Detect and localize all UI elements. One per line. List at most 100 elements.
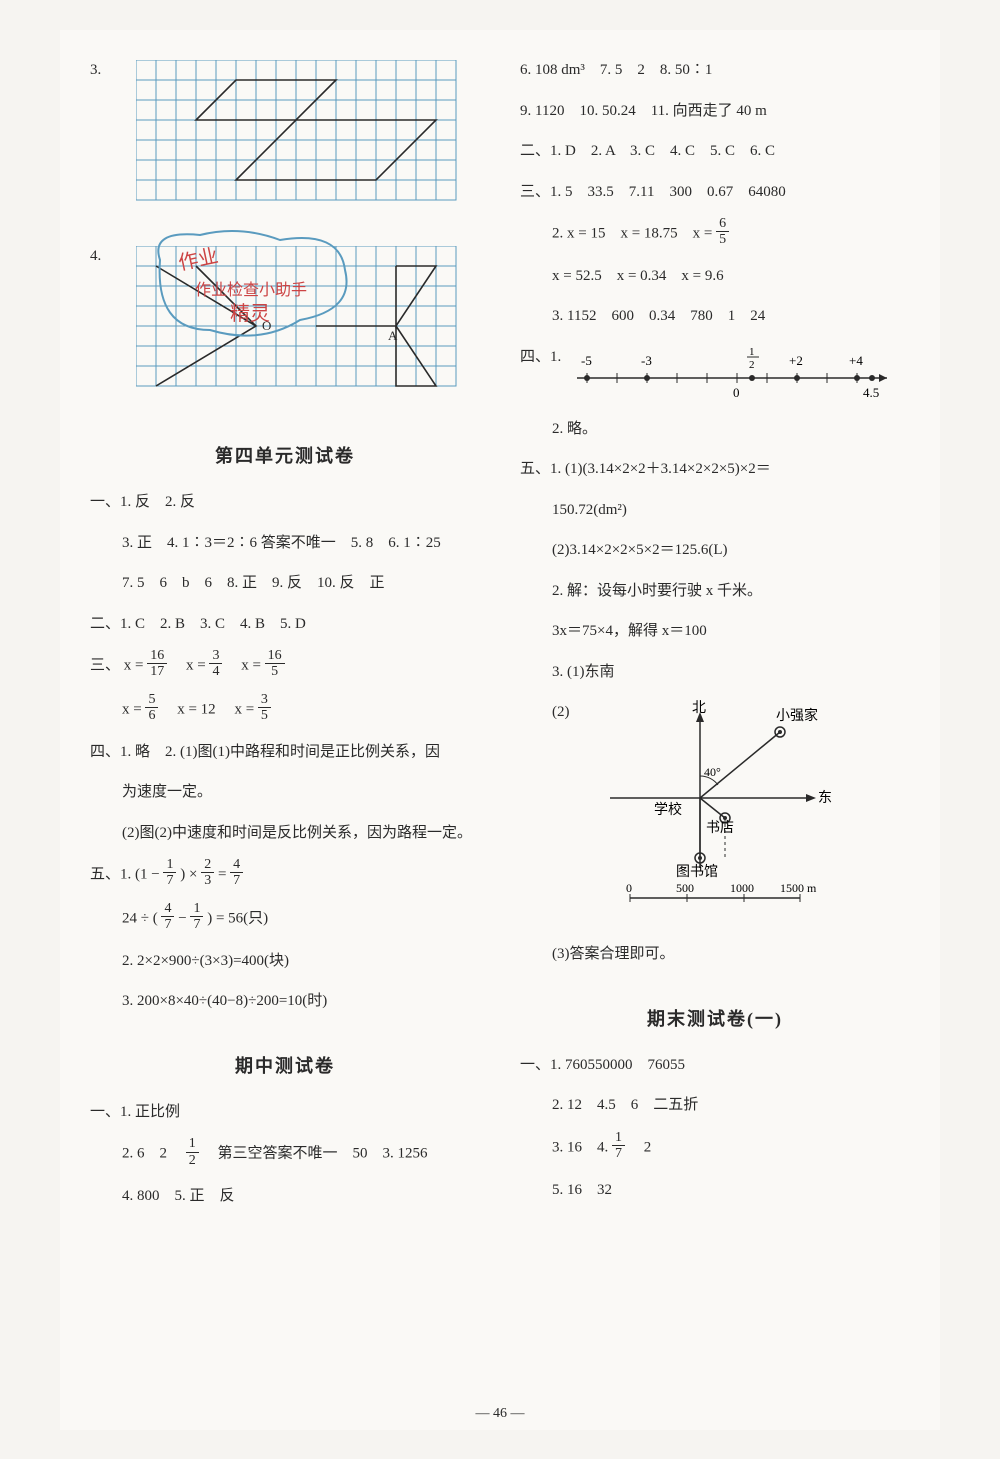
u4-s4b: 为速度一定。 — [90, 778, 480, 807]
frac-f3: 17 — [612, 1130, 625, 1162]
north-label: 北 — [692, 700, 706, 716]
f3a: 3. 16 4. — [552, 1139, 612, 1155]
svg-text:2: 2 — [749, 359, 755, 371]
number-line: -5 -3 0 1 2 +2 +4 4.5 — [567, 343, 907, 403]
mid-l2: 2. 6 2 12 第三空答案不唯一 50 3. 1256 — [90, 1138, 480, 1170]
r15: (2) — [552, 698, 570, 727]
bookstore-label: 书店 — [706, 820, 734, 836]
frac-m2: 12 — [186, 1136, 199, 1168]
f4: 5. 16 32 — [520, 1176, 910, 1205]
u4-s3-line1: 三、 x = 1617 x = 34 x = 165 — [90, 650, 480, 682]
svg-text:1: 1 — [749, 346, 755, 358]
svg-text:-3: -3 — [641, 353, 652, 368]
s5e2a: 24 ÷ ( — [122, 910, 158, 926]
u4-s5-l2: 24 ÷ ( 47 − 17 ) = 56(只) — [90, 903, 480, 935]
r5: 2. x = 15 x = 18.75 x = 65 — [520, 218, 910, 250]
title-unit4: 第四单元测试卷 — [90, 442, 480, 468]
s3a-pre: x = — [124, 657, 144, 673]
r2: 9. 1120 10. 50.24 11. 向西走了 40 m — [520, 97, 910, 126]
frac-s3b: 34 — [209, 648, 222, 680]
fig4-label: 4. — [90, 242, 108, 271]
frac-s3f: 35 — [258, 692, 271, 724]
frac-s3d: 56 — [145, 692, 158, 724]
frac-s3c: 165 — [265, 648, 285, 680]
f2: 2. 12 4.5 6 二五折 — [520, 1091, 910, 1120]
r5a: 2. x = 15 x = 18.75 x = — [552, 225, 712, 241]
svg-text:4.5: 4.5 — [863, 385, 879, 400]
u4-s5-l3: 2. 2×2×900÷(3×3)=400(块) — [90, 947, 480, 976]
u4-s5-l1: 五、1. (1 − 17 ) × 23 = 47 — [90, 859, 480, 891]
u4-s3-line2: x = 56 x = 12 x = 35 — [90, 694, 480, 726]
r8-numline: 四、1. -5 -3 0 1 — [520, 343, 910, 403]
f3: 3. 16 4. 17 2 — [520, 1132, 910, 1164]
r1: 6. 108 dm³ 7. 5 2 8. 50∶1 — [520, 56, 910, 85]
s3b-pre: x = — [186, 657, 206, 673]
frac-r5: 65 — [716, 216, 729, 248]
r3: 二、1. D 2. A 3. C 4. C 5. C 6. C — [520, 137, 910, 166]
s3f-pre: x = — [234, 701, 254, 717]
svg-text:1000: 1000 — [730, 881, 754, 895]
title-midterm: 期中测试卷 — [90, 1052, 480, 1078]
east-label: 东 — [818, 790, 832, 806]
r9: 2. 略。 — [520, 415, 910, 444]
frac-s5e1b: 23 — [201, 857, 214, 889]
grid-figure-3 — [136, 60, 476, 220]
svg-text:0: 0 — [626, 881, 632, 895]
school-label: 学校 — [654, 801, 682, 818]
m2b: 第三空答案不唯一 50 3. 1256 — [203, 1145, 428, 1161]
library-label: 图书馆 — [676, 864, 718, 880]
qiangjia-label: 小强家 — [776, 707, 818, 724]
angle-label: 40° — [704, 765, 721, 779]
u4-s2: 二、1. C 2. B 3. C 4. B 5. D — [90, 610, 480, 639]
r4: 三、1. 5 33.5 7.11 300 0.67 64080 — [520, 178, 910, 207]
u4-s4a: 四、1. 略 2. (1)图(1)中路程和时间是正比例关系，因 — [90, 738, 480, 767]
s3e: x = 12 — [177, 701, 215, 717]
r6: x = 52.5 x = 0.34 x = 9.6 — [520, 262, 910, 291]
grid-figure-4: O A — [136, 246, 476, 406]
f1: 一、1. 760550000 76055 — [520, 1051, 910, 1080]
pointA: A — [388, 328, 398, 343]
svg-text:+4: +4 — [849, 353, 863, 368]
r10b: 150.72(dm²) — [520, 496, 910, 525]
direction-diagram: 北 东 学校 小强家 40° 书店 图书馆 — [580, 698, 840, 928]
figure-3: 3. — [90, 56, 480, 230]
u4-s1-l2: 3. 正 4. 1∶3＝2∶6 答案不唯一 5. 8 6. 1∶25 — [90, 529, 480, 558]
r8: 四、1. — [520, 343, 561, 372]
pointO: O — [262, 318, 271, 333]
figure-4: 4. O — [90, 242, 480, 416]
u4-s4c: (2)图(2)中速度和时间是反比例关系，因为路程一定。 — [90, 819, 480, 848]
frac-s3a: 1617 — [147, 648, 167, 680]
r11: (2)3.14×2×2×5×2＝125.6(L) — [520, 536, 910, 565]
mid-l1: 一、1. 正比例 — [90, 1098, 480, 1127]
left-column: 3. 4. — [90, 50, 480, 1420]
r14: 3. (1)东南 — [520, 658, 910, 687]
s5-prefix: 五、1. — [90, 866, 131, 882]
s5e2c: ) = 56(只) — [207, 910, 268, 926]
s3d-pre: x = — [122, 701, 142, 717]
svg-text:1500 m: 1500 m — [780, 881, 817, 895]
u4-s1-l1: 一、1. 反 2. 反 — [90, 488, 480, 517]
r7: 3. 1152 600 0.34 780 1 24 — [520, 302, 910, 331]
frac-s5e1c: 47 — [230, 857, 243, 889]
r13: 3x＝75×4，解得 x＝100 — [520, 617, 910, 646]
s3c-pre: x = — [241, 657, 261, 673]
u4-s5-l4: 3. 200×8×40÷(40−8)÷200=10(时) — [90, 987, 480, 1016]
f3b: 2 — [629, 1139, 652, 1155]
s3-prefix: 三、 — [90, 657, 120, 673]
frac-s5e2a: 47 — [161, 901, 174, 933]
svg-text:-5: -5 — [581, 353, 592, 368]
u4-s1-l3: 7. 5 6 b 6 8. 正 9. 反 10. 反 正 — [90, 569, 480, 598]
s5e1b: ) × — [180, 866, 197, 882]
title-final1: 期末测试卷(一) — [520, 1005, 910, 1031]
frac-s5e2b: 17 — [190, 901, 203, 933]
s5e1c: = — [218, 866, 226, 882]
fig3-label: 3. — [90, 56, 108, 85]
m2a: 2. 6 2 — [122, 1145, 182, 1161]
r15-diagram: (2) 北 东 学校 小强家 40° — [520, 698, 910, 928]
page-number: — 46 — — [60, 1406, 940, 1422]
right-column: 6. 108 dm³ 7. 5 2 8. 50∶1 9. 1120 10. 50… — [520, 50, 910, 1420]
r16: (3)答案合理即可。 — [520, 940, 910, 969]
s5e2b: − — [178, 910, 190, 926]
svg-text:+2: +2 — [789, 353, 803, 368]
mid-l3: 4. 800 5. 正 反 — [90, 1182, 480, 1211]
